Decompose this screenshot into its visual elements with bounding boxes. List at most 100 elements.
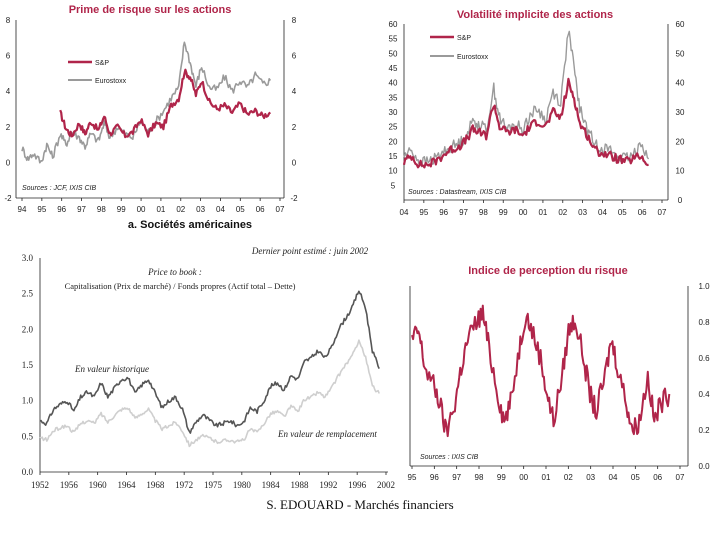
x-tick-label: 04: [216, 205, 225, 214]
y-tick-label: 35: [389, 93, 398, 102]
y-tick-label: 2: [292, 123, 297, 132]
chart4-x-ticks: 95 96 97 98 99 00 01 02 03 04 05 06 07: [408, 466, 685, 482]
y-tick-label: 50: [389, 49, 398, 58]
chart3-formula: Capitalisation (Prix de marché) / Fonds …: [65, 281, 296, 291]
y-tick-label: 0: [292, 158, 297, 167]
chart1-x-ticks: 94 95 96 97 98 99 00 01 02 03 04 05 06 07: [18, 198, 285, 214]
x-tick-label: 04: [598, 208, 607, 217]
y-tick-label: 0: [678, 196, 683, 205]
x-tick-label: 94: [18, 205, 27, 214]
chart1-legend-eurostoxx: Eurostoxx: [95, 78, 127, 85]
chart-implied-volatility: Volatilité implicite des actions 6055504…: [388, 8, 685, 217]
chart3-legend-box: Price to book :: [147, 267, 202, 277]
chart2-legend: S&P Eurostoxx: [430, 35, 489, 61]
chart2-y-ticks-right: 60 50 40 30 20 10 0: [676, 20, 685, 205]
y-tick-label: 0.8: [698, 318, 710, 327]
y-tick-label: 0: [6, 158, 11, 167]
x-tick-label: 00: [137, 205, 146, 214]
chart-risk-perception-index: Indice de perception du risque 1.0 0.8 0.6…: [408, 265, 711, 482]
series-line-indice: [411, 304, 671, 438]
x-tick-label: 1975: [204, 480, 223, 490]
footer-caption: S. EDOUARD - Marchés financiers: [266, 497, 454, 512]
y-tick-label: -2: [290, 194, 298, 203]
x-tick-label: 97: [459, 208, 468, 217]
y-tick-label: 6: [292, 52, 297, 61]
x-tick-label: 1960: [89, 480, 108, 490]
chart1-series: [21, 41, 272, 164]
chart2-x-ticks: 04 95 96 97 98 99 00 01 02 03 04 05 06 07: [400, 200, 667, 217]
x-tick-label: 03: [578, 208, 587, 217]
chart1-title: Prime de risque sur les actions: [69, 4, 232, 16]
y-tick-label: 8: [6, 16, 11, 25]
y-tick-label: 2.5: [22, 289, 34, 299]
x-tick-label: 04: [609, 473, 618, 482]
series-line-en-valeur-de-remplacement: [39, 339, 380, 448]
chart4-title: Indice de perception du risque: [468, 265, 628, 277]
x-tick-label: 02: [564, 473, 573, 482]
y-tick-label: 4: [292, 87, 297, 96]
y-tick-label: 40: [389, 79, 398, 88]
x-tick-label: 1952: [31, 480, 49, 490]
chart-equity-risk-premium: Prime de risque sur les actions 86420-2 …: [4, 4, 298, 231]
y-tick-label: 10: [389, 167, 398, 176]
x-tick-label: 1964: [118, 480, 137, 490]
chart4-series: [411, 304, 671, 438]
y-tick-label: 0.6: [698, 354, 710, 363]
x-tick-label: 00: [519, 208, 528, 217]
chart3-series: [39, 290, 380, 448]
x-tick-label: 01: [538, 208, 547, 217]
series-line-eurostoxx: [403, 30, 650, 168]
chart2-source: Sources : Datastream, IXIS CIB: [408, 189, 507, 196]
x-tick-label: 1972: [175, 480, 193, 490]
y-tick-label: 15: [389, 152, 398, 161]
y-tick-label: 20: [676, 137, 685, 146]
chart2-legend-sp: S&P: [457, 35, 471, 42]
x-tick-label: 06: [638, 208, 647, 217]
y-tick-label: -2: [4, 194, 12, 203]
chart3-y-ticks: 3.0 2.5 2.0 1.5 1.0 0.5 0.0: [22, 253, 34, 477]
x-tick-label: 96: [57, 205, 66, 214]
x-tick-label: 06: [256, 205, 265, 214]
x-tick-label: 07: [658, 208, 667, 217]
chart2-legend-eurostoxx: Eurostoxx: [457, 54, 489, 61]
chart1-y-ticks-right: 8 6 4 2 0 -2: [290, 16, 298, 203]
series-line-en-valeur-historique: [39, 290, 380, 434]
y-tick-label: 5: [391, 181, 396, 190]
y-tick-label: 60: [676, 20, 685, 29]
chart3-x-ticks: 1952 1956 1960 1964 1968 1972 1975 1980 1984 1988…: [31, 472, 395, 490]
x-tick-label: 05: [618, 208, 627, 217]
x-tick-label: 95: [408, 473, 417, 482]
y-tick-label: 4: [6, 87, 11, 96]
x-tick-label: 06: [653, 473, 662, 482]
x-tick-label: 96: [430, 473, 439, 482]
y-tick-label: 2: [6, 123, 11, 132]
y-tick-label: 0.0: [22, 467, 34, 477]
chart1-y-ticks-left: 8 6 4 2 0 -2: [4, 16, 12, 203]
x-tick-label: 99: [499, 208, 508, 217]
chart1-legend: S&P Eurostoxx: [68, 60, 127, 85]
chart2-series: [402, 30, 650, 169]
series-line-eurostoxx: [21, 41, 272, 164]
x-tick-label: 95: [419, 208, 428, 217]
chart4-y-ticks: 1.0 0.8 0.6 0.4 0.2 0.0: [698, 282, 710, 471]
y-tick-label: 20: [389, 137, 398, 146]
y-tick-label: 3.0: [22, 253, 34, 263]
x-tick-label: 98: [479, 208, 488, 217]
x-tick-label: 01: [156, 205, 165, 214]
x-tick-label: 98: [97, 205, 106, 214]
x-tick-label: 2002: [377, 480, 395, 490]
x-tick-label: 07: [676, 473, 685, 482]
y-tick-label: 0.5: [22, 431, 34, 441]
chart4-source: Sources : IXIS CIB: [420, 454, 479, 461]
x-tick-label: 96: [439, 208, 448, 217]
x-tick-label: 1992: [319, 480, 337, 490]
x-tick-label: 02: [558, 208, 567, 217]
x-tick-label: 1956: [60, 480, 79, 490]
x-tick-label: 03: [586, 473, 595, 482]
y-tick-label: 1.0: [22, 396, 34, 406]
x-tick-label: 97: [452, 473, 461, 482]
chart3-title: Dernier point estimé : juin 2002: [251, 246, 369, 256]
x-tick-label: 07: [276, 205, 285, 214]
y-tick-label: 8: [292, 16, 297, 25]
x-tick-label: 98: [475, 473, 484, 482]
